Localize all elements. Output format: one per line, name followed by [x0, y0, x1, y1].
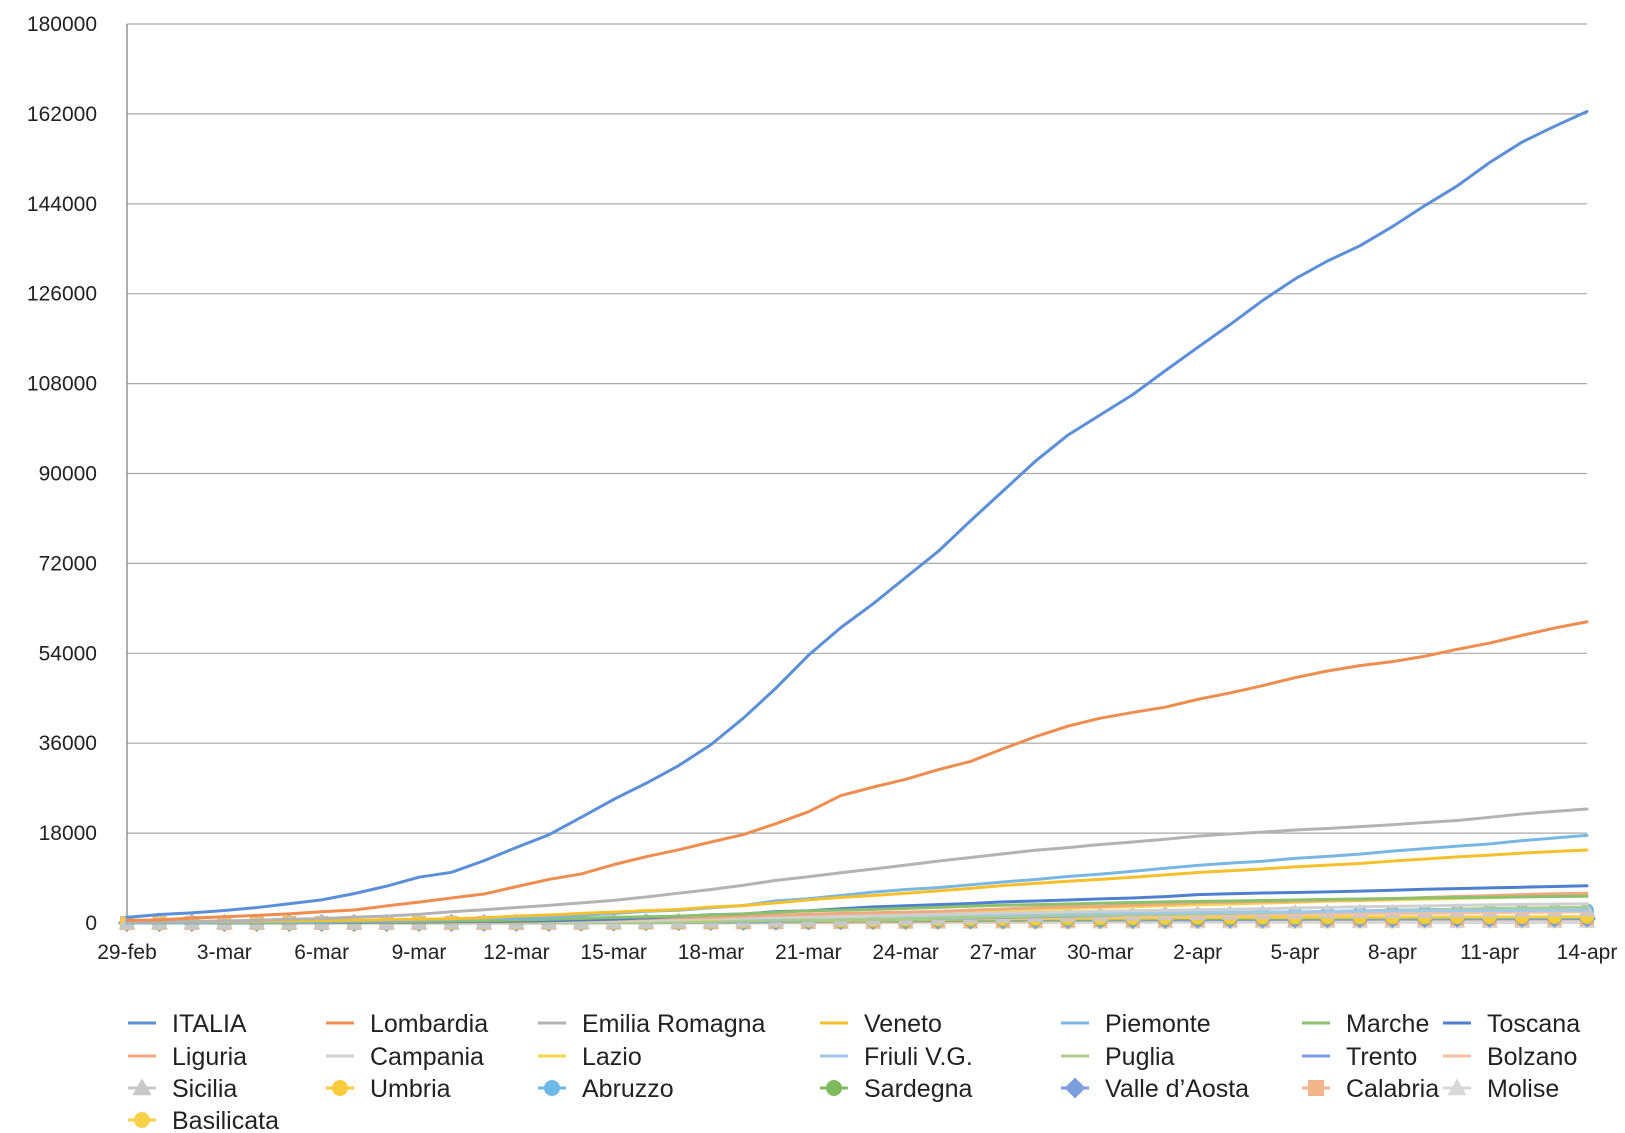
series-lombardia	[125, 620, 1589, 922]
legend-label: Marche	[1346, 1010, 1429, 1038]
series-italia	[125, 109, 1589, 919]
x-tick-label: 11-apr	[1460, 941, 1519, 964]
legend-label: Basilicata	[172, 1107, 279, 1133]
legend-item-piemonte: Piemonte	[1061, 1010, 1211, 1038]
legend-item-friuli-v-g: Friuli V.G.	[820, 1043, 973, 1071]
legend-label: ITALIA	[172, 1010, 247, 1038]
series-line-italia	[125, 109, 1589, 919]
legend-item-sardegna: Sardegna	[820, 1075, 973, 1103]
legend-item-lazio: Lazio	[538, 1043, 642, 1071]
series-line-lombardia	[125, 620, 1589, 922]
legend-label: Lombardia	[370, 1010, 488, 1038]
legend-item-calabria: Calabria	[1302, 1075, 1439, 1103]
legend-item-molise: Molise	[1443, 1075, 1559, 1103]
legend-label: Calabria	[1346, 1075, 1439, 1103]
x-tick-label: 5-apr	[1270, 941, 1319, 964]
legend-label: Abruzzo	[582, 1075, 674, 1103]
legend-item-liguria: Liguria	[128, 1043, 247, 1071]
x-tick-label: 29-feb	[97, 941, 157, 964]
legend-item-puglia: Puglia	[1061, 1043, 1175, 1071]
legend-marker	[544, 1080, 560, 1096]
legend-marker	[134, 1112, 150, 1128]
legend-label: Bolzano	[1487, 1043, 1577, 1071]
legend-label: Toscana	[1487, 1010, 1580, 1038]
legend-label: Piemonte	[1105, 1010, 1211, 1038]
x-tick-label: 8-apr	[1368, 941, 1417, 964]
legend-label: Trento	[1346, 1043, 1417, 1071]
legend-item-marche: Marche	[1302, 1010, 1429, 1038]
series-veneto	[125, 848, 1589, 924]
legend-label: Liguria	[172, 1043, 247, 1071]
legend-label: Veneto	[864, 1010, 942, 1038]
legend-item-toscana: Toscana	[1443, 1010, 1580, 1038]
legend-item-basilicata: Basilicata	[128, 1107, 279, 1133]
x-tick-label: 21-mar	[775, 941, 842, 964]
x-tick-label: 15-mar	[580, 941, 647, 964]
grid-layer	[127, 23, 1587, 924]
x-tick-label: 30-mar	[1067, 941, 1134, 964]
legend-item-abruzzo: Abruzzo	[538, 1075, 674, 1103]
y-tick-label: 144000	[27, 193, 97, 216]
legend-label: Puglia	[1105, 1043, 1175, 1071]
series-line-veneto	[125, 848, 1589, 924]
x-tick-label: 6-mar	[294, 941, 349, 964]
y-tick-label: 108000	[27, 373, 97, 396]
x-tick-label: 27-mar	[970, 941, 1037, 964]
x-tick-label: 12-mar	[483, 941, 550, 964]
legend-label: Emilia Romagna	[582, 1010, 766, 1038]
legend-marker	[826, 1080, 842, 1096]
series-layer	[117, 109, 1597, 933]
legend-label: Lazio	[582, 1043, 642, 1071]
y-tick-label: 126000	[27, 283, 97, 306]
legend-marker	[332, 1080, 348, 1096]
legend-item-umbria: Umbria	[326, 1075, 451, 1103]
x-tick-label: 14-apr	[1557, 941, 1618, 964]
legend-item-sicilia: Sicilia	[128, 1075, 237, 1103]
legend-item-veneto: Veneto	[820, 1010, 942, 1038]
y-tick-label: 54000	[39, 642, 97, 665]
y-tick-label: 180000	[27, 13, 97, 36]
y-tick-label: 36000	[39, 732, 97, 755]
legend-item-emilia-romagna: Emilia Romagna	[538, 1010, 766, 1038]
legend-item-bolzano: Bolzano	[1443, 1043, 1577, 1071]
legend-item-valle-d-aosta: Valle d’Aosta	[1061, 1075, 1249, 1103]
legend: ITALIA Lombardia Emilia Romagna Veneto Piemo…	[128, 1010, 1580, 1133]
legend-item-italia: ITALIA	[128, 1010, 247, 1038]
x-tick-label: 3-mar	[197, 941, 252, 964]
y-tick-label: 72000	[39, 552, 97, 575]
legend-label: Umbria	[370, 1075, 451, 1103]
legend-item-lombardia: Lombardia	[326, 1010, 488, 1038]
legend-item-trento: Trento	[1302, 1043, 1417, 1071]
legend-marker	[1308, 1080, 1324, 1096]
legend-label: Valle d’Aosta	[1105, 1075, 1249, 1103]
y-tick-label: 162000	[27, 103, 97, 126]
y-tick-label: 0	[85, 912, 97, 935]
x-axis: 29-feb 3-mar 6-mar 9-mar 12-mar 15-mar 18-mar 2…	[97, 941, 1617, 964]
x-tick-label: 9-mar	[392, 941, 447, 964]
legend-marker	[1064, 1077, 1086, 1099]
legend-label: Molise	[1487, 1075, 1559, 1103]
legend-item-campania: Campania	[326, 1043, 484, 1071]
y-axis: 0 18000 36000 54000 72000 90000 108000 126000 14…	[27, 13, 128, 935]
x-tick-label: 18-mar	[678, 941, 745, 964]
legend-marker	[1447, 1078, 1467, 1096]
legend-label: Campania	[370, 1043, 484, 1071]
series-emilia-romagna	[125, 807, 1589, 924]
legend-label: Sicilia	[172, 1075, 237, 1103]
series-line-emilia-romagna	[125, 807, 1589, 924]
x-tick-label: 24-mar	[872, 941, 939, 964]
y-tick-label: 18000	[39, 822, 97, 845]
legend-label: Friuli V.G.	[864, 1043, 973, 1071]
legend-label: Sardegna	[864, 1075, 973, 1103]
x-tick-label: 2-apr	[1173, 941, 1222, 964]
legend-marker	[132, 1078, 152, 1096]
y-tick-label: 90000	[39, 463, 97, 486]
